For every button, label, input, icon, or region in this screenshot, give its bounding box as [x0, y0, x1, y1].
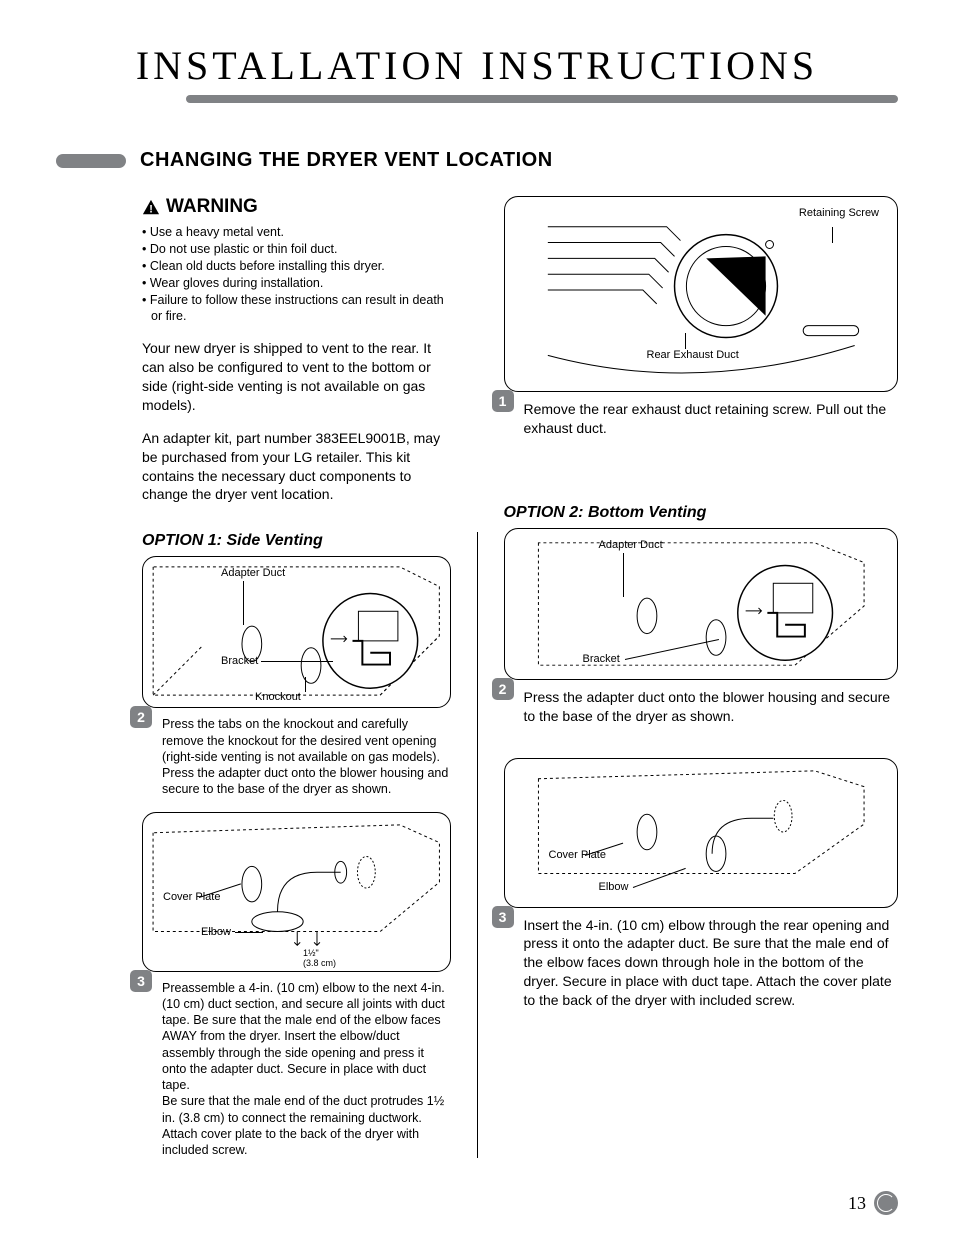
section-pill: [56, 154, 126, 168]
svg-text:!: !: [149, 203, 153, 215]
bullet: Use a heavy metal vent.: [142, 224, 451, 241]
option2-step3: 3 Insert the 4-in. (10 cm) elbow through…: [492, 916, 899, 1010]
warning-icon: !: [142, 199, 160, 215]
warning-label: WARNING: [166, 196, 258, 218]
option1-figure1: Adapter Duct Bracket Knockout: [142, 556, 451, 708]
section-header: CHANGING THE DRYER VENT LOCATION: [56, 149, 898, 172]
label-bracket: Bracket: [221, 655, 258, 667]
label-elbow: Elbow: [201, 926, 231, 938]
lg-logo-icon: [874, 1191, 898, 1215]
warning-heading: ! WARNING: [142, 196, 451, 218]
label-adapter-duct: Adapter Duct: [599, 539, 663, 551]
right-step1: 1 Remove the rear exhaust duct retaining…: [492, 400, 899, 438]
option2-figure1: Adapter Duct Bracket: [504, 528, 899, 680]
intro-p1: Your new dryer is shipped to vent to the…: [142, 339, 451, 415]
right-column: Retaining Screw Rear Exhaust Duct 1 Remo…: [504, 196, 899, 1158]
bullet: Do not use plastic or thin foil duct.: [142, 241, 451, 258]
label-bracket: Bracket: [583, 653, 620, 665]
title-rule: [56, 95, 898, 105]
label-knockout: Knockout: [255, 691, 301, 703]
step-text: Press the adapter duct onto the blower h…: [524, 688, 899, 726]
section-title: CHANGING THE DRYER VENT LOCATION: [140, 149, 553, 172]
label-elbow: Elbow: [599, 881, 629, 893]
option1-step2: 2 Press the tabs on the knockout and car…: [130, 716, 451, 797]
option2-figure2: Cover Plate Elbow: [504, 758, 899, 908]
step-number: 1: [492, 390, 514, 412]
step-number: 2: [130, 706, 152, 728]
page-footer: 13: [848, 1191, 898, 1215]
option2-step2: 2 Press the adapter duct onto the blower…: [492, 688, 899, 726]
rear-exhaust-figure: Retaining Screw Rear Exhaust Duct: [504, 196, 899, 392]
step-text: Press the tabs on the knockout and caref…: [162, 716, 451, 797]
bullet: Wear gloves during installation.: [142, 275, 451, 292]
step-number: 3: [130, 970, 152, 992]
step-text: Preassemble a 4-in. (10 cm) elbow to the…: [162, 980, 451, 1159]
column-divider: [477, 532, 478, 1158]
bullet: Clean old ducts before installing this d…: [142, 258, 451, 275]
label-rear-exhaust: Rear Exhaust Duct: [647, 349, 739, 361]
left-column: ! WARNING Use a heavy metal vent. Do not…: [56, 196, 451, 1158]
label-adapter-duct: Adapter Duct: [221, 567, 285, 579]
label-retaining-screw: Retaining Screw: [799, 207, 879, 219]
warning-bullets: Use a heavy metal vent. Do not use plast…: [142, 224, 451, 325]
option1-step3: 3 Preassemble a 4-in. (10 cm) elbow to t…: [130, 980, 451, 1159]
page-title: INSTALLATION INSTRUCTIONS: [56, 42, 898, 89]
page-number: 13: [848, 1193, 866, 1214]
step-number: 2: [492, 678, 514, 700]
step-text: Insert the 4-in. (10 cm) elbow through t…: [524, 916, 899, 1010]
option1-figure2: Cover Plate Elbow 1½"(3.8 cm): [142, 812, 451, 972]
step-text: Remove the rear exhaust duct retaining s…: [524, 400, 899, 438]
bullet: Failure to follow these instructions can…: [142, 292, 451, 326]
intro-p2: An adapter kit, part number 383EEL9001B,…: [142, 429, 451, 505]
option1-title: OPTION 1: Side Venting: [142, 532, 451, 550]
step-number: 3: [492, 906, 514, 928]
label-dim: 1½"(3.8 cm): [303, 949, 336, 969]
option2-title: OPTION 2: Bottom Venting: [504, 504, 899, 522]
